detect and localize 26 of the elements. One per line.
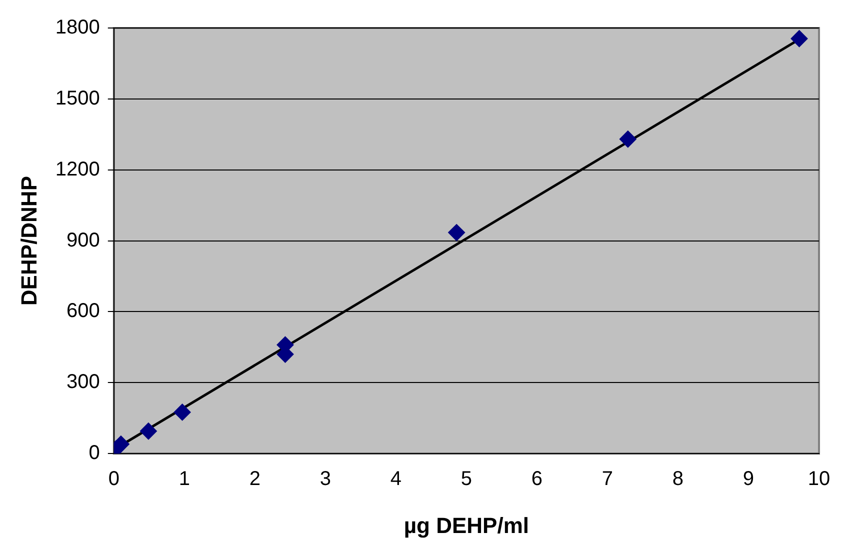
point: [174, 404, 191, 421]
y-tick-label: 1800: [55, 16, 100, 39]
x-tick-label: 10: [808, 468, 830, 490]
point: [114, 436, 130, 453]
x-tick-label: 8: [672, 468, 684, 490]
x-tick-label: 4: [390, 468, 402, 490]
x-axis-title: µg DEHP/ml: [404, 512, 530, 538]
y-tick-label: 0: [88, 442, 100, 464]
x-tick-label: 5: [460, 468, 472, 490]
x-tick-label: 3: [320, 468, 331, 490]
x-tick-label: 6: [531, 468, 543, 490]
y-tick-label: 300: [66, 371, 100, 394]
x-tick-label: 0: [108, 468, 120, 490]
point: [140, 422, 157, 440]
y-tick-label: 900: [66, 229, 100, 252]
x-tick-label: 7: [602, 468, 614, 490]
y-tick-label: 600: [66, 300, 100, 322]
point: [790, 30, 808, 48]
point: [619, 130, 636, 148]
point: [448, 224, 466, 242]
x-tick-label: 2: [249, 468, 260, 490]
y-axis-title: DEHP/DNHP: [16, 176, 42, 306]
y-tick-label: 1200: [55, 158, 100, 180]
y-tick-label: 1500: [55, 87, 100, 110]
x-tick-label: 1: [178, 468, 190, 490]
x-tick-label: 9: [742, 468, 754, 490]
